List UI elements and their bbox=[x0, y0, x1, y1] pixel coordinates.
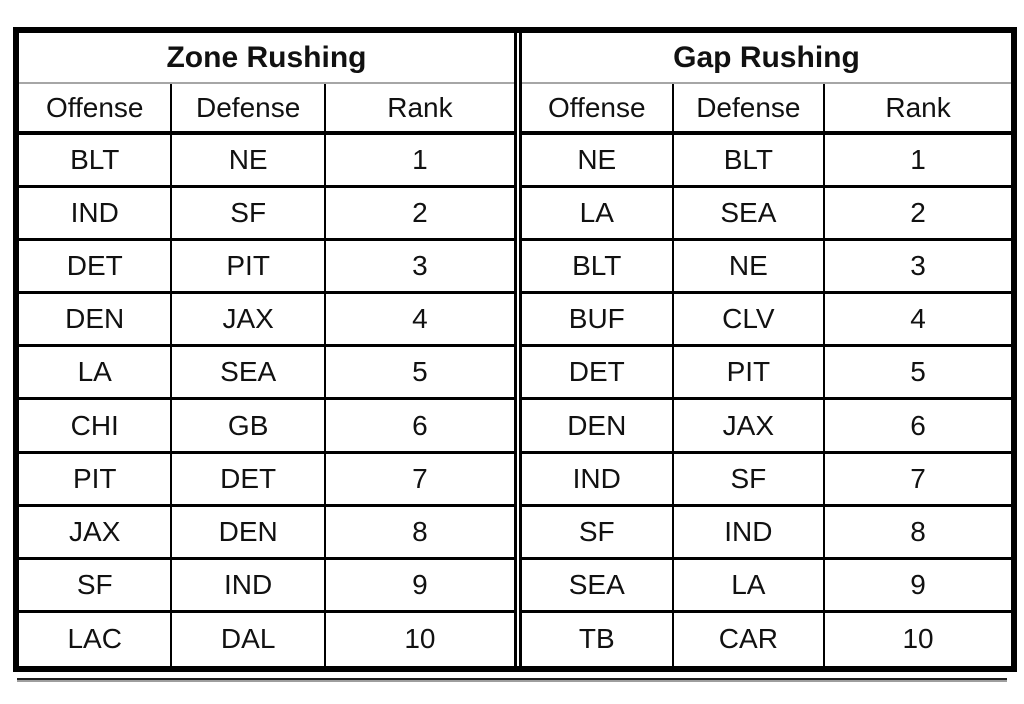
table-cell: 8 bbox=[825, 506, 1011, 560]
table-cell: 6 bbox=[825, 400, 1011, 454]
table-cell: CHI bbox=[19, 400, 173, 454]
table-cell: PIT bbox=[19, 453, 173, 507]
table-cell: JAX bbox=[673, 400, 826, 454]
table-cell: 9 bbox=[325, 559, 514, 613]
table-cell: DEN bbox=[172, 506, 326, 560]
table-cell: 7 bbox=[325, 453, 514, 507]
table-cell: 5 bbox=[325, 347, 514, 401]
table-cell: DEN bbox=[19, 294, 173, 348]
table-cell: 10 bbox=[825, 612, 1011, 666]
table-cell: 9 bbox=[825, 559, 1011, 613]
column-header-rank: Rank bbox=[325, 84, 514, 135]
table-cell: 2 bbox=[825, 188, 1011, 242]
table-cell: SF bbox=[172, 188, 326, 242]
table-cell: DEN bbox=[521, 400, 674, 454]
table-cell: 10 bbox=[325, 612, 514, 666]
table-cell: SF bbox=[673, 453, 826, 507]
table-cell: BUF bbox=[521, 294, 674, 348]
table-cell: 1 bbox=[325, 135, 514, 189]
table-cell: PIT bbox=[172, 241, 326, 295]
table-cell: 1 bbox=[825, 135, 1011, 189]
column-header-offense: Offense bbox=[521, 84, 674, 135]
table-cell: LA bbox=[521, 188, 674, 242]
table-cell: 5 bbox=[825, 347, 1011, 401]
table-cell: NE bbox=[172, 135, 326, 189]
column-header-offense: Offense bbox=[19, 84, 173, 135]
table-cell: 4 bbox=[825, 294, 1011, 348]
table-cell: LA bbox=[19, 347, 173, 401]
table-cell: JAX bbox=[19, 506, 173, 560]
column-header-defense: Defense bbox=[172, 84, 326, 135]
rankings-table-container: Zone Rushing Offense Defense Rank BLT NE… bbox=[13, 27, 1017, 672]
table-title: Zone Rushing bbox=[19, 33, 514, 84]
table-cell: LA bbox=[673, 559, 826, 613]
table-cell: 4 bbox=[325, 294, 514, 348]
table-title: Gap Rushing bbox=[521, 33, 1011, 84]
table-cell: SF bbox=[521, 506, 674, 560]
table-cell: DET bbox=[19, 241, 173, 295]
table-cell: IND bbox=[521, 453, 674, 507]
table-cell: NE bbox=[673, 241, 826, 295]
table-cell: SF bbox=[19, 559, 173, 613]
table-cell: GB bbox=[172, 400, 326, 454]
table-cell: LAC bbox=[19, 612, 173, 666]
table-cell: SEA bbox=[521, 559, 674, 613]
table-cell: TB bbox=[521, 612, 674, 666]
table-cell: 7 bbox=[825, 453, 1011, 507]
table-cell: DAL bbox=[172, 612, 326, 666]
table-cell: IND bbox=[673, 506, 826, 560]
table-cell: BLT bbox=[19, 135, 173, 189]
table-cell: IND bbox=[172, 559, 326, 613]
zone-rushing-table: Zone Rushing Offense Defense Rank BLT NE… bbox=[19, 33, 517, 666]
table-cell: SEA bbox=[673, 188, 826, 242]
table-cell: 6 bbox=[325, 400, 514, 454]
table-cell: 8 bbox=[325, 506, 514, 560]
table-cell: IND bbox=[19, 188, 173, 242]
table-cell: DET bbox=[172, 453, 326, 507]
table-cell: PIT bbox=[673, 347, 826, 401]
horizontal-rule bbox=[17, 678, 1007, 680]
table-cell: NE bbox=[521, 135, 674, 189]
table-cell: 3 bbox=[325, 241, 514, 295]
gap-rushing-table: Gap Rushing Offense Defense Rank NE BLT … bbox=[518, 33, 1011, 666]
table-cell: BLT bbox=[673, 135, 826, 189]
table-cell: BLT bbox=[521, 241, 674, 295]
column-header-defense: Defense bbox=[673, 84, 826, 135]
table-cell: SEA bbox=[172, 347, 326, 401]
table-cell: CLV bbox=[673, 294, 826, 348]
table-cell: DET bbox=[521, 347, 674, 401]
column-header-rank: Rank bbox=[825, 84, 1011, 135]
table-cell: 3 bbox=[825, 241, 1011, 295]
table-cell: JAX bbox=[172, 294, 326, 348]
table-cell: CAR bbox=[673, 612, 826, 666]
table-cell: 2 bbox=[325, 188, 514, 242]
